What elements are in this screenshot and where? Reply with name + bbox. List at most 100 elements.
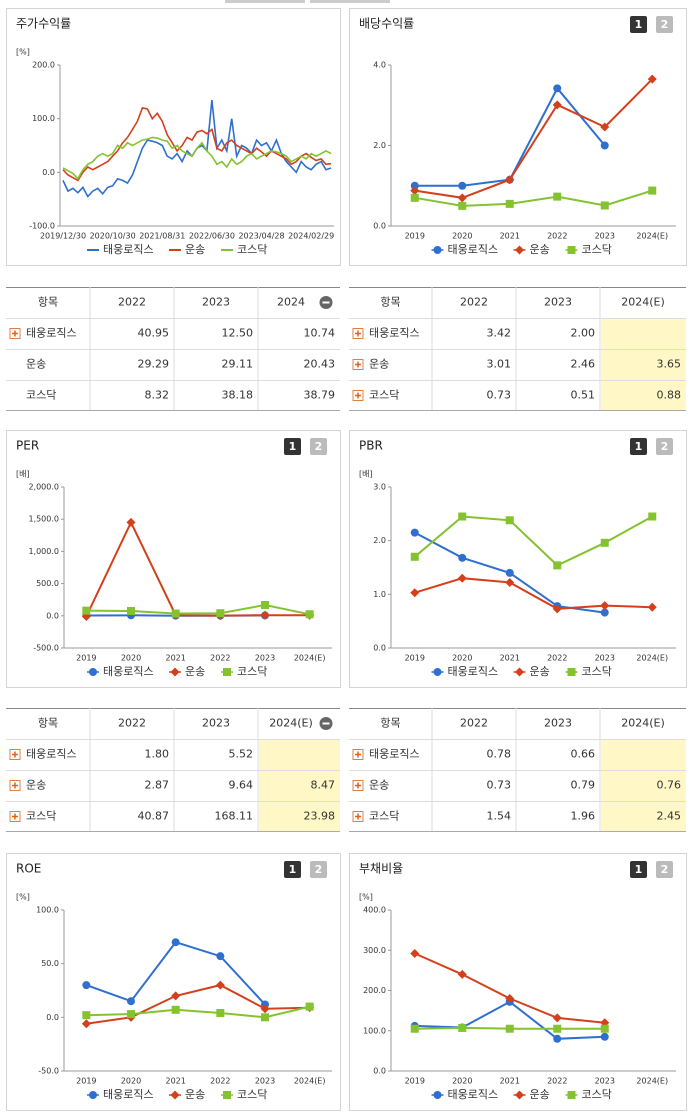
marker bbox=[171, 991, 181, 1001]
expand-icon-cross bbox=[355, 782, 361, 789]
marker bbox=[552, 100, 562, 110]
marker bbox=[458, 553, 467, 562]
table-cell: 0.76 bbox=[657, 779, 682, 792]
table-cell: 20.43 bbox=[304, 358, 336, 371]
highlight-cell bbox=[601, 381, 686, 411]
y-axis-label: [배] bbox=[16, 470, 30, 479]
legend-label: 운송 bbox=[530, 665, 550, 678]
series-line bbox=[86, 1005, 310, 1019]
marker bbox=[410, 181, 419, 190]
marker bbox=[505, 175, 515, 185]
marker bbox=[600, 538, 609, 547]
series-line bbox=[62, 106, 332, 182]
row-label: 태웅로직스 bbox=[369, 748, 420, 761]
x-tick-label: 2023 bbox=[595, 1077, 615, 1086]
y-tick-label: 0.0 bbox=[373, 1067, 386, 1076]
highlight-cell bbox=[259, 740, 340, 770]
table-header: 2024(E) bbox=[621, 717, 665, 730]
marker bbox=[216, 1009, 225, 1018]
legend-label: 운송 bbox=[530, 243, 550, 256]
page-button-label[interactable]: 2 bbox=[315, 440, 323, 453]
page-button-label[interactable]: 2 bbox=[661, 440, 669, 453]
marker bbox=[600, 601, 610, 611]
y-tick-label: -100.0 bbox=[29, 222, 55, 231]
marker bbox=[600, 141, 609, 150]
x-tick-label: 2021 bbox=[500, 232, 520, 241]
x-tick-label: 2024/02/29 bbox=[288, 232, 334, 241]
page-button[interactable] bbox=[656, 16, 673, 33]
y-tick-label: 50.0 bbox=[41, 959, 59, 968]
marker bbox=[410, 948, 420, 958]
x-tick-label: 2021/08/31 bbox=[139, 232, 185, 241]
tab-edge bbox=[225, 0, 305, 3]
x-tick-label: 2023 bbox=[255, 654, 275, 663]
series-line bbox=[414, 189, 653, 207]
page-button[interactable] bbox=[310, 861, 327, 878]
panel-title: ROE bbox=[16, 862, 41, 876]
table-cell: 9.64 bbox=[229, 779, 254, 792]
expand-icon-cross bbox=[12, 330, 18, 337]
page-button-label[interactable]: 2 bbox=[661, 18, 669, 31]
page-button[interactable] bbox=[656, 438, 673, 455]
page-button[interactable] bbox=[630, 16, 647, 33]
marker bbox=[216, 609, 225, 618]
y-tick-label: 2.0 bbox=[373, 141, 386, 150]
table-cell: 12.50 bbox=[222, 327, 254, 340]
legend-marker bbox=[89, 1091, 97, 1099]
y-tick-label: 0.0 bbox=[46, 611, 59, 620]
page-button[interactable] bbox=[630, 438, 647, 455]
page-button-label[interactable]: 2 bbox=[661, 863, 669, 876]
page-button-label[interactable]: 1 bbox=[289, 863, 297, 876]
marker bbox=[457, 573, 467, 583]
marker bbox=[305, 610, 314, 619]
x-tick-label: 2022 bbox=[547, 654, 567, 663]
x-tick-label: 2022 bbox=[210, 1077, 230, 1086]
marker bbox=[81, 1019, 91, 1029]
table-cell: 0.73 bbox=[487, 389, 512, 402]
page-button[interactable] bbox=[656, 861, 673, 878]
table-header: 2022 bbox=[118, 296, 146, 309]
page-button-label[interactable]: 1 bbox=[635, 18, 643, 31]
marker bbox=[505, 199, 514, 208]
page-button[interactable] bbox=[284, 438, 301, 455]
y-axis-label: [%] bbox=[359, 893, 373, 902]
x-tick-label: 2020 bbox=[452, 654, 472, 663]
y-tick-label: 100.0 bbox=[32, 114, 55, 123]
y-tick-label: 0.0 bbox=[42, 168, 55, 177]
legend-label: 코스닥 bbox=[237, 665, 267, 678]
y-axis-label: [%] bbox=[16, 893, 30, 902]
page-button-label[interactable]: 2 bbox=[315, 863, 323, 876]
marker bbox=[127, 997, 135, 1006]
marker bbox=[410, 552, 419, 561]
row-label: 태웅로직스 bbox=[26, 327, 77, 340]
page-button-label[interactable]: 1 bbox=[289, 440, 297, 453]
y-tick-label: 300.0 bbox=[363, 946, 386, 955]
marker bbox=[600, 122, 610, 132]
legend-marker bbox=[515, 667, 524, 677]
page-button-label[interactable]: 1 bbox=[635, 440, 643, 453]
table-cell: 3.42 bbox=[487, 327, 512, 340]
table-header: 2023 bbox=[544, 717, 572, 730]
marker bbox=[260, 1004, 270, 1014]
page-button[interactable] bbox=[630, 861, 647, 878]
table-header-bg bbox=[6, 708, 340, 739]
legend-label: 태웅로직스 bbox=[448, 1088, 499, 1101]
row-label: 코스닥 bbox=[369, 810, 399, 823]
y-tick-label: 200.0 bbox=[32, 61, 55, 70]
marker bbox=[171, 609, 180, 618]
page-button[interactable] bbox=[284, 861, 301, 878]
table-cell: 10.74 bbox=[304, 327, 336, 340]
x-tick-label: 2019 bbox=[76, 654, 96, 663]
page-button[interactable] bbox=[310, 438, 327, 455]
legend-label: 코스닥 bbox=[582, 243, 612, 256]
x-tick-label: 2021 bbox=[500, 1077, 520, 1086]
table-cell: 0.73 bbox=[487, 779, 512, 792]
marker bbox=[505, 516, 514, 525]
x-tick-label: 2020/10/30 bbox=[90, 232, 136, 241]
table-header: 2023 bbox=[202, 296, 230, 309]
series-line bbox=[414, 515, 653, 567]
x-tick-label: 2022 bbox=[210, 654, 230, 663]
row-label: 운송 bbox=[369, 779, 389, 792]
expand-icon-cross bbox=[355, 361, 361, 368]
page-button-label[interactable]: 1 bbox=[635, 863, 643, 876]
